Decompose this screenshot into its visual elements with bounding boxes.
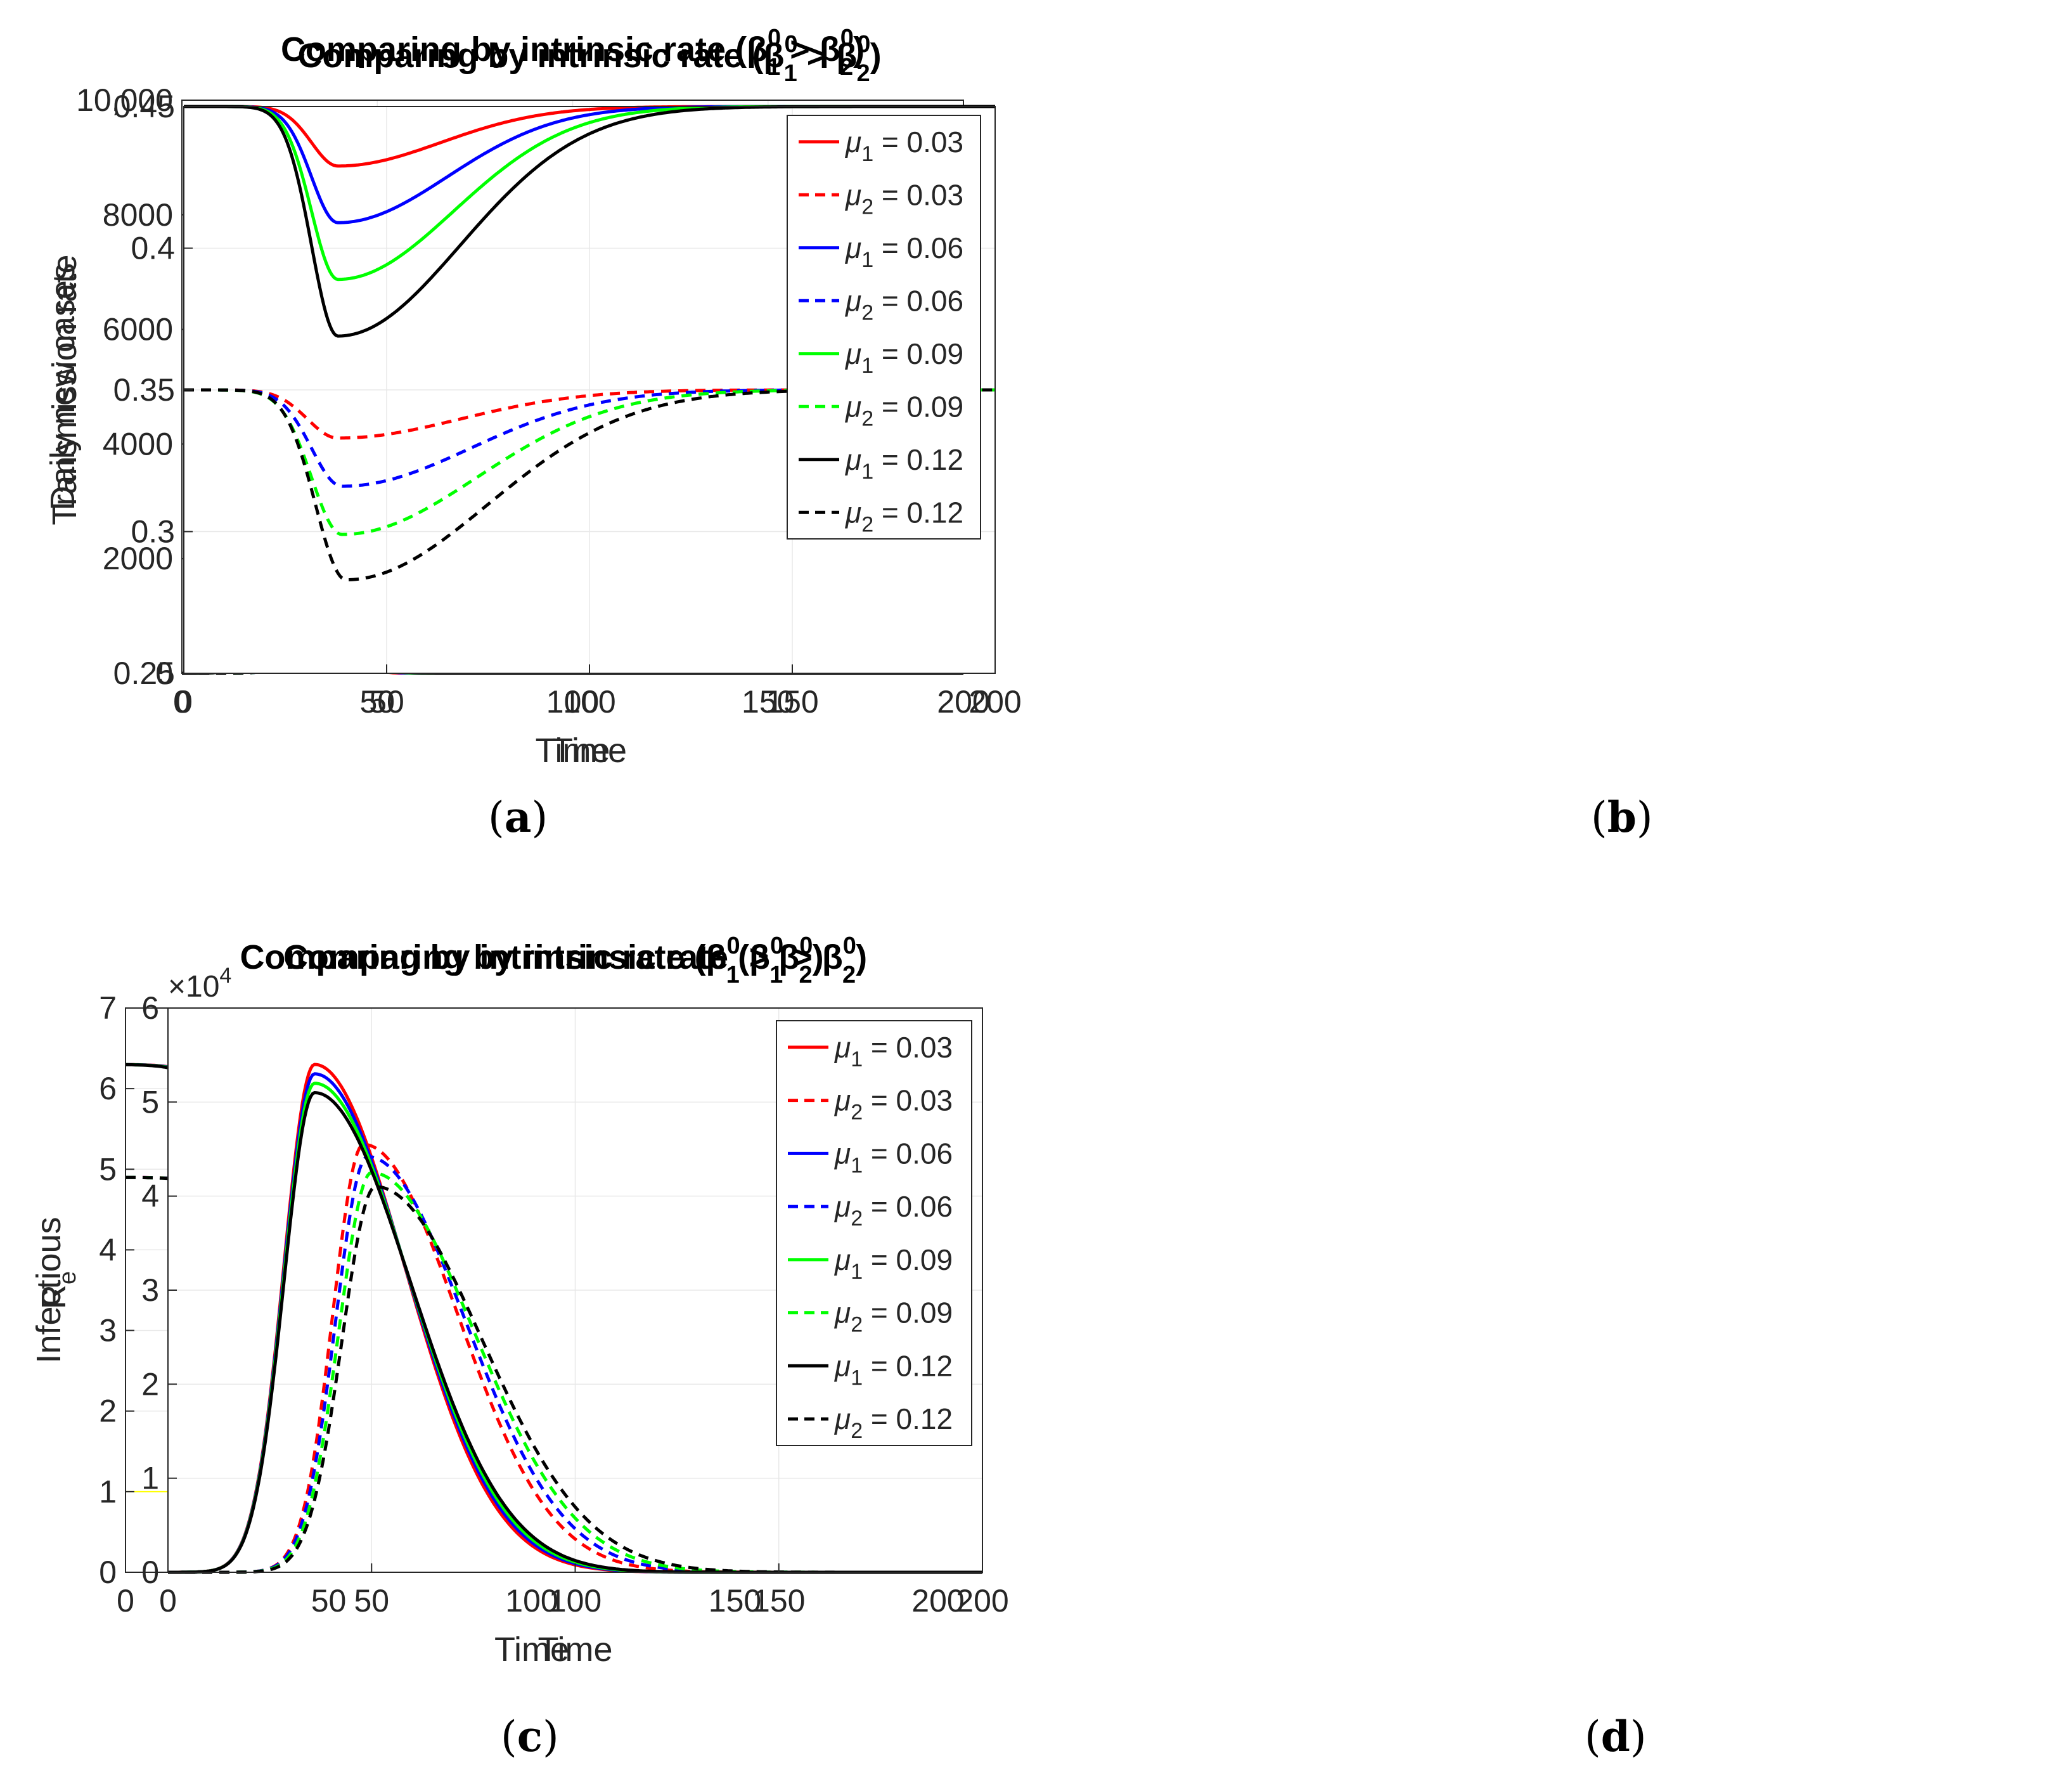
x-tick-label: 150 <box>742 684 794 720</box>
legend-label: μ2 = 0.06 <box>845 284 963 325</box>
y-tick-label: 2 <box>141 1366 159 1402</box>
x-axis-label: Time <box>536 732 610 770</box>
caption-d: (d) <box>1585 1712 1647 1761</box>
y-tick-label: 4 <box>141 1179 159 1214</box>
chart-d: 0 50 100 150 2000123456×104TimeInfectiousCom… <box>30 933 1009 1669</box>
x-axis-label: Time <box>552 732 627 770</box>
y-tick-label: 6 <box>141 990 159 1026</box>
y-tick-label: 4000 <box>103 426 173 462</box>
y-tick-label: 8000 <box>103 197 173 233</box>
x-tick-label: 0 <box>173 684 191 720</box>
chart-title: Comparing by intrinsic rate (β0 1 > β0 2) <box>283 933 867 988</box>
legend-label: μ1 = 0.03 <box>834 1031 953 1071</box>
legend-label: μ2 = 0.09 <box>834 1296 953 1337</box>
legend: μ1 = 0.03 μ2 = 0.03 μ1 = 0.06 μ2 = 0.06 μ1 =… <box>776 1020 972 1446</box>
y-tick-label: 0 <box>155 656 173 691</box>
legend-label: μ1 = 0.06 <box>845 231 963 272</box>
y-tick-label: 5 <box>99 1151 117 1187</box>
caption-c: (c) <box>501 1712 559 1761</box>
legend-label: μ1 = 0.03 <box>845 126 963 166</box>
chart-title: Comparing by intrinsic rate (β0 1 > β0 2) <box>297 31 881 87</box>
y-axis-label: Infectious <box>30 1217 68 1363</box>
y-tick-label: 0.45 <box>113 89 175 124</box>
x-tick-label: 200 <box>937 684 989 720</box>
y-tick-label: 1 <box>141 1461 159 1496</box>
y-tick-label: 2000 <box>103 541 173 576</box>
x-tick-label: 150 <box>709 1583 761 1619</box>
legend-label: μ1 = 0.06 <box>834 1137 953 1177</box>
caption-b: (b) <box>1591 792 1653 842</box>
x-tick-label: 0 <box>117 1583 134 1619</box>
x-tick-label: 200 <box>968 684 1021 720</box>
y-tick-label: 0 <box>99 1555 117 1590</box>
y-tick-label: 0.4 <box>131 231 175 266</box>
y-tick-label: 0.35 <box>113 372 175 408</box>
x-tick-label: 0 <box>175 684 193 720</box>
y-axis-label: Re <box>35 1271 81 1309</box>
x-tick-label: 200 <box>956 1583 1008 1619</box>
x-tick-label: 150 <box>766 684 818 720</box>
x-axis-label: Time <box>494 1631 569 1669</box>
x-tick-label: 100 <box>546 684 599 720</box>
y-tick-label: 6000 <box>103 312 173 347</box>
exponent-label: ×104 <box>168 964 231 1004</box>
y-tick-label: 7 <box>99 990 117 1026</box>
chart-title: Comparing by intrinsic rate (β0 1 > β0 2) <box>240 933 823 988</box>
legend-box <box>787 115 981 540</box>
legend-box <box>776 1020 972 1446</box>
y-axis-label: Daily new cases <box>44 263 82 510</box>
chart-b: 0 50 100 150 200 0.25 0.3 0.35 0.4 0.45 Time Transm… <box>46 31 1022 770</box>
legend-label: μ1 = 0.09 <box>845 337 963 378</box>
y-tick-label: 5 <box>141 1084 159 1120</box>
legend-label: μ2 = 0.12 <box>834 1402 953 1443</box>
chart-panel-d: 0 50 100 150 200 0 1 2 3 4 5 6 ×104 Time Infectious Com… <box>30 888 2072 1765</box>
x-tick-label: 50 <box>369 684 404 720</box>
y-tick-label: 6 <box>99 1071 117 1106</box>
y-tick-label: 3 <box>141 1272 159 1308</box>
y-tick-label: 1 <box>99 1474 117 1510</box>
y-tick-label: 10,000 <box>76 82 173 118</box>
chart-panel-b: 0 50 100 150 200 0.25 0.3 0.35 0.4 0.45 Time Transm… <box>46 0 2072 850</box>
legend-label: μ2 = 0.12 <box>845 496 963 536</box>
y-tick-label: 0.3 <box>131 514 175 550</box>
legend-label: μ1 = 0.12 <box>834 1349 953 1390</box>
y-tick-label: 2 <box>99 1393 117 1429</box>
y-tick-label: 0.25 <box>113 656 175 691</box>
x-tick-label: 50 <box>354 1583 389 1619</box>
legend-label: μ2 = 0.03 <box>845 178 963 219</box>
legend-label: μ2 = 0.03 <box>834 1084 953 1125</box>
y-tick-label: 0 <box>141 1555 159 1590</box>
legend-label: μ2 = 0.09 <box>845 390 963 430</box>
caption-a: (a) <box>488 792 548 842</box>
chart-title: Comparing by intrinsic rate (β0 1 > β0 2) <box>281 25 865 81</box>
y-axis-label: Transmission rate <box>46 254 84 525</box>
y-tick-label: 3 <box>99 1313 117 1348</box>
x-tick-label: 50 <box>359 684 395 720</box>
x-tick-label: 50 <box>311 1583 347 1619</box>
x-tick-label: 100 <box>505 1583 558 1619</box>
x-tick-label: 0 <box>159 1583 177 1619</box>
y-tick-label: 4 <box>99 1232 117 1267</box>
legend: μ1 = 0.03 μ2 = 0.03 μ1 = 0.06 μ2 = 0.06 μ1 =… <box>787 115 981 540</box>
legend-label: μ1 = 0.09 <box>834 1243 953 1284</box>
legend-label: μ1 = 0.12 <box>845 443 963 484</box>
legend-label: μ2 = 0.06 <box>834 1190 953 1231</box>
x-axis-label: Time <box>538 1631 613 1669</box>
x-tick-label: 150 <box>752 1583 805 1619</box>
series-line <box>168 1142 982 1574</box>
x-tick-label: 100 <box>563 684 615 720</box>
x-tick-label: 200 <box>911 1583 964 1619</box>
x-tick-label: 100 <box>549 1583 602 1619</box>
